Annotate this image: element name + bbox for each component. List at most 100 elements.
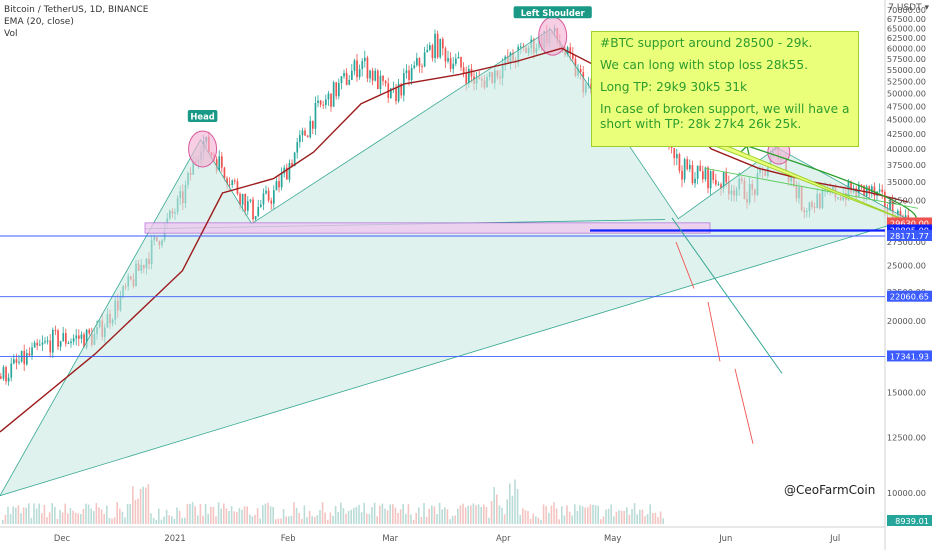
candle-body [715,179,717,185]
volume-bar [233,511,235,524]
volume-bar [111,518,113,524]
long-alt-arrow [704,167,919,209]
volume-bar [321,502,324,524]
volume-bar [360,512,363,524]
volume-bar [371,507,373,524]
volume-bar [246,506,248,524]
volume-bar [119,508,121,524]
candle-body [408,70,410,81]
volume-bar [363,502,365,524]
volume-bar [412,519,415,524]
volume-bar [280,518,282,524]
candle-body [520,46,522,48]
volume-bar [85,503,87,524]
ema-line [0,47,909,433]
candle-body [70,341,72,344]
short-scenario-arrow [707,301,721,362]
candle-body [457,56,460,59]
note-line-3: Long TP: 29k9 30k5 31k [600,80,748,94]
candle-body [57,330,59,347]
volume-bar [506,499,508,524]
volume-bar [77,513,79,524]
volume-bar [238,508,241,524]
volume-bar [194,506,196,524]
volume-bar [407,504,410,524]
time-tick-label: Dec [54,533,71,543]
candle-body [356,60,358,78]
volume-bar [334,506,337,524]
candle-body [5,367,7,382]
candle-body [309,120,312,138]
candle-body [371,70,374,81]
volume-bar [22,507,25,524]
candle-body [447,58,449,62]
candle-body [257,206,260,217]
candle-body [221,156,223,168]
volume-bar [106,505,108,524]
volume-bar [415,512,417,524]
volume-bar [155,519,157,524]
head-label: Left Shoulder [521,8,586,18]
time-tick-label: Mar [382,533,398,543]
candle-body [889,201,891,211]
candle-body [720,184,722,189]
candle-body [579,69,582,73]
volume-bar [95,503,98,524]
candle-body [379,75,382,89]
volume-bar [558,519,560,524]
volume-bar [264,503,267,524]
volume-bar [132,486,134,524]
candle-body [397,83,400,102]
volume-bar [368,513,371,524]
volume-bar [126,504,129,524]
volume-bar [519,514,521,524]
volume-bar [366,513,368,524]
candle-body [891,201,894,218]
candle-body [23,350,26,365]
price-label-bg [887,515,932,526]
volume-bar [464,507,467,524]
volume-bar [285,516,287,524]
volume-bar [509,483,511,524]
volume-bar [80,514,82,524]
volume-bar [236,511,238,524]
volume-bar [64,503,66,524]
currency-selector[interactable]: 7 USDT ▾ [888,3,929,13]
candle-body [348,79,351,85]
candle-body [452,63,455,69]
candle-body [455,58,457,64]
candle-body [400,83,403,96]
candle-body [449,58,452,69]
volume-bar [332,515,334,524]
volume-bar [30,517,33,524]
volume-bar [259,518,261,524]
note-line-2: We can long with stop loss 28k55. [600,58,808,72]
volume-bar [72,510,74,524]
volume-bar [373,502,376,524]
volume-bar [589,504,592,524]
volume-bar [311,516,313,524]
volume-bar [628,514,631,524]
candle-body [36,342,39,346]
volume-bar [657,517,659,524]
volume-bar [472,503,475,524]
note-line-4: In case of broken support, we will have … [600,102,850,131]
volume-bar [386,510,389,524]
volume-bar [163,516,165,524]
price-tick-label: 37500.00 [887,160,926,170]
candle-body [304,130,306,136]
candle-body [286,167,288,180]
volume-bar [503,514,506,524]
volume-bar [444,507,446,524]
volume-bar [581,506,584,524]
volume-bar [467,505,469,524]
volume-bar [316,515,319,524]
time-tick-label: Apr [496,533,511,543]
candle-body [423,52,426,67]
candle-body [678,154,681,171]
price-tick-label: 32500.00 [887,196,926,206]
candle-body [439,39,442,58]
trade-note-box: #BTC support around 28500 - 29k. We can … [591,31,859,147]
price-tick-label: 50000.00 [887,89,926,99]
